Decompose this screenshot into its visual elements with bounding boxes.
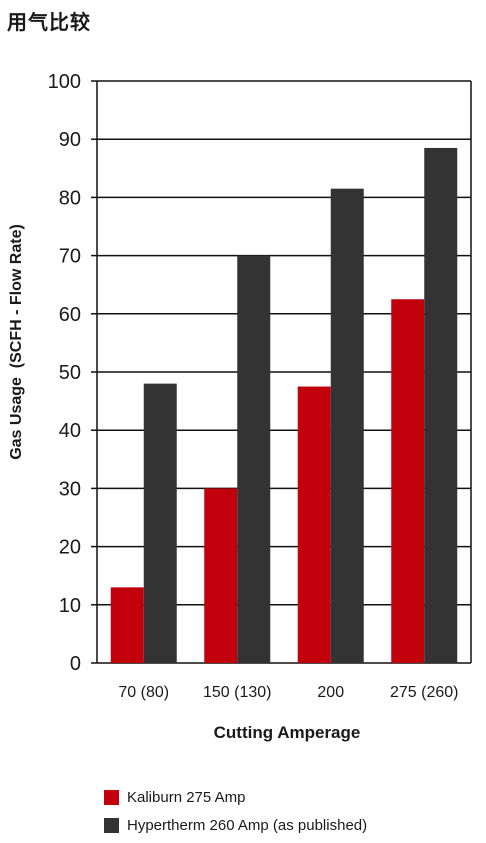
bar-kaliburn-0	[110, 587, 144, 663]
y-tick-label-1: 10	[59, 595, 81, 617]
y-tick-label-10: 100	[48, 71, 81, 93]
gas-usage-chart: 0 10 20 30 40 50 60 70 80 90 100 70 (80) 150 (130) 20…	[8, 71, 472, 742]
legend-swatch-kaliburn	[104, 789, 119, 805]
bar-kaliburn-2	[297, 386, 331, 663]
legend: Kaliburn 275 Amp Hypertherm 260 Amp (as …	[104, 787, 367, 843]
x-tick-label-2: 200	[317, 684, 344, 701]
y-tick-label-4: 40	[59, 420, 81, 442]
y-tick-label-2: 20	[59, 537, 81, 559]
bar-hypertherm-1	[237, 255, 271, 663]
y-tick-label-5: 50	[59, 362, 81, 384]
y-tick-label-0: 0	[70, 653, 81, 675]
legend-label-kaliburn: Kaliburn 275 Amp	[127, 788, 246, 806]
x-tick-label-0: 70 (80)	[118, 684, 169, 701]
x-axis-title: Cutting Amperage	[214, 723, 361, 742]
bar-kaliburn-1	[204, 488, 238, 663]
y-axis-title: Gas Usage (SCFH - Flow Rate)	[8, 224, 25, 460]
legend-item-kaliburn: Kaliburn 275 Amp	[104, 787, 367, 807]
y-tick-label-8: 80	[59, 187, 81, 209]
y-tick-label-9: 90	[59, 129, 81, 151]
bar-hypertherm-2	[330, 188, 364, 664]
legend-item-hypertherm: Hypertherm 260 Amp (as published)	[104, 815, 367, 835]
x-tick-label-1: 150 (130)	[203, 684, 272, 701]
page-title: 用气比较	[7, 10, 91, 34]
x-tick-label-3: 275 (260)	[390, 684, 459, 701]
legend-label-hypertherm: Hypertherm 260 Amp (as published)	[127, 816, 368, 834]
y-tick-label-7: 70	[59, 246, 81, 268]
y-tick-label-3: 30	[59, 478, 81, 500]
y-tick-label-6: 60	[59, 304, 81, 326]
bar-hypertherm-3	[424, 147, 458, 663]
bar-kaliburn-3	[391, 299, 425, 663]
legend-swatch-hypertherm	[104, 817, 119, 833]
bar-hypertherm-0	[143, 383, 177, 663]
